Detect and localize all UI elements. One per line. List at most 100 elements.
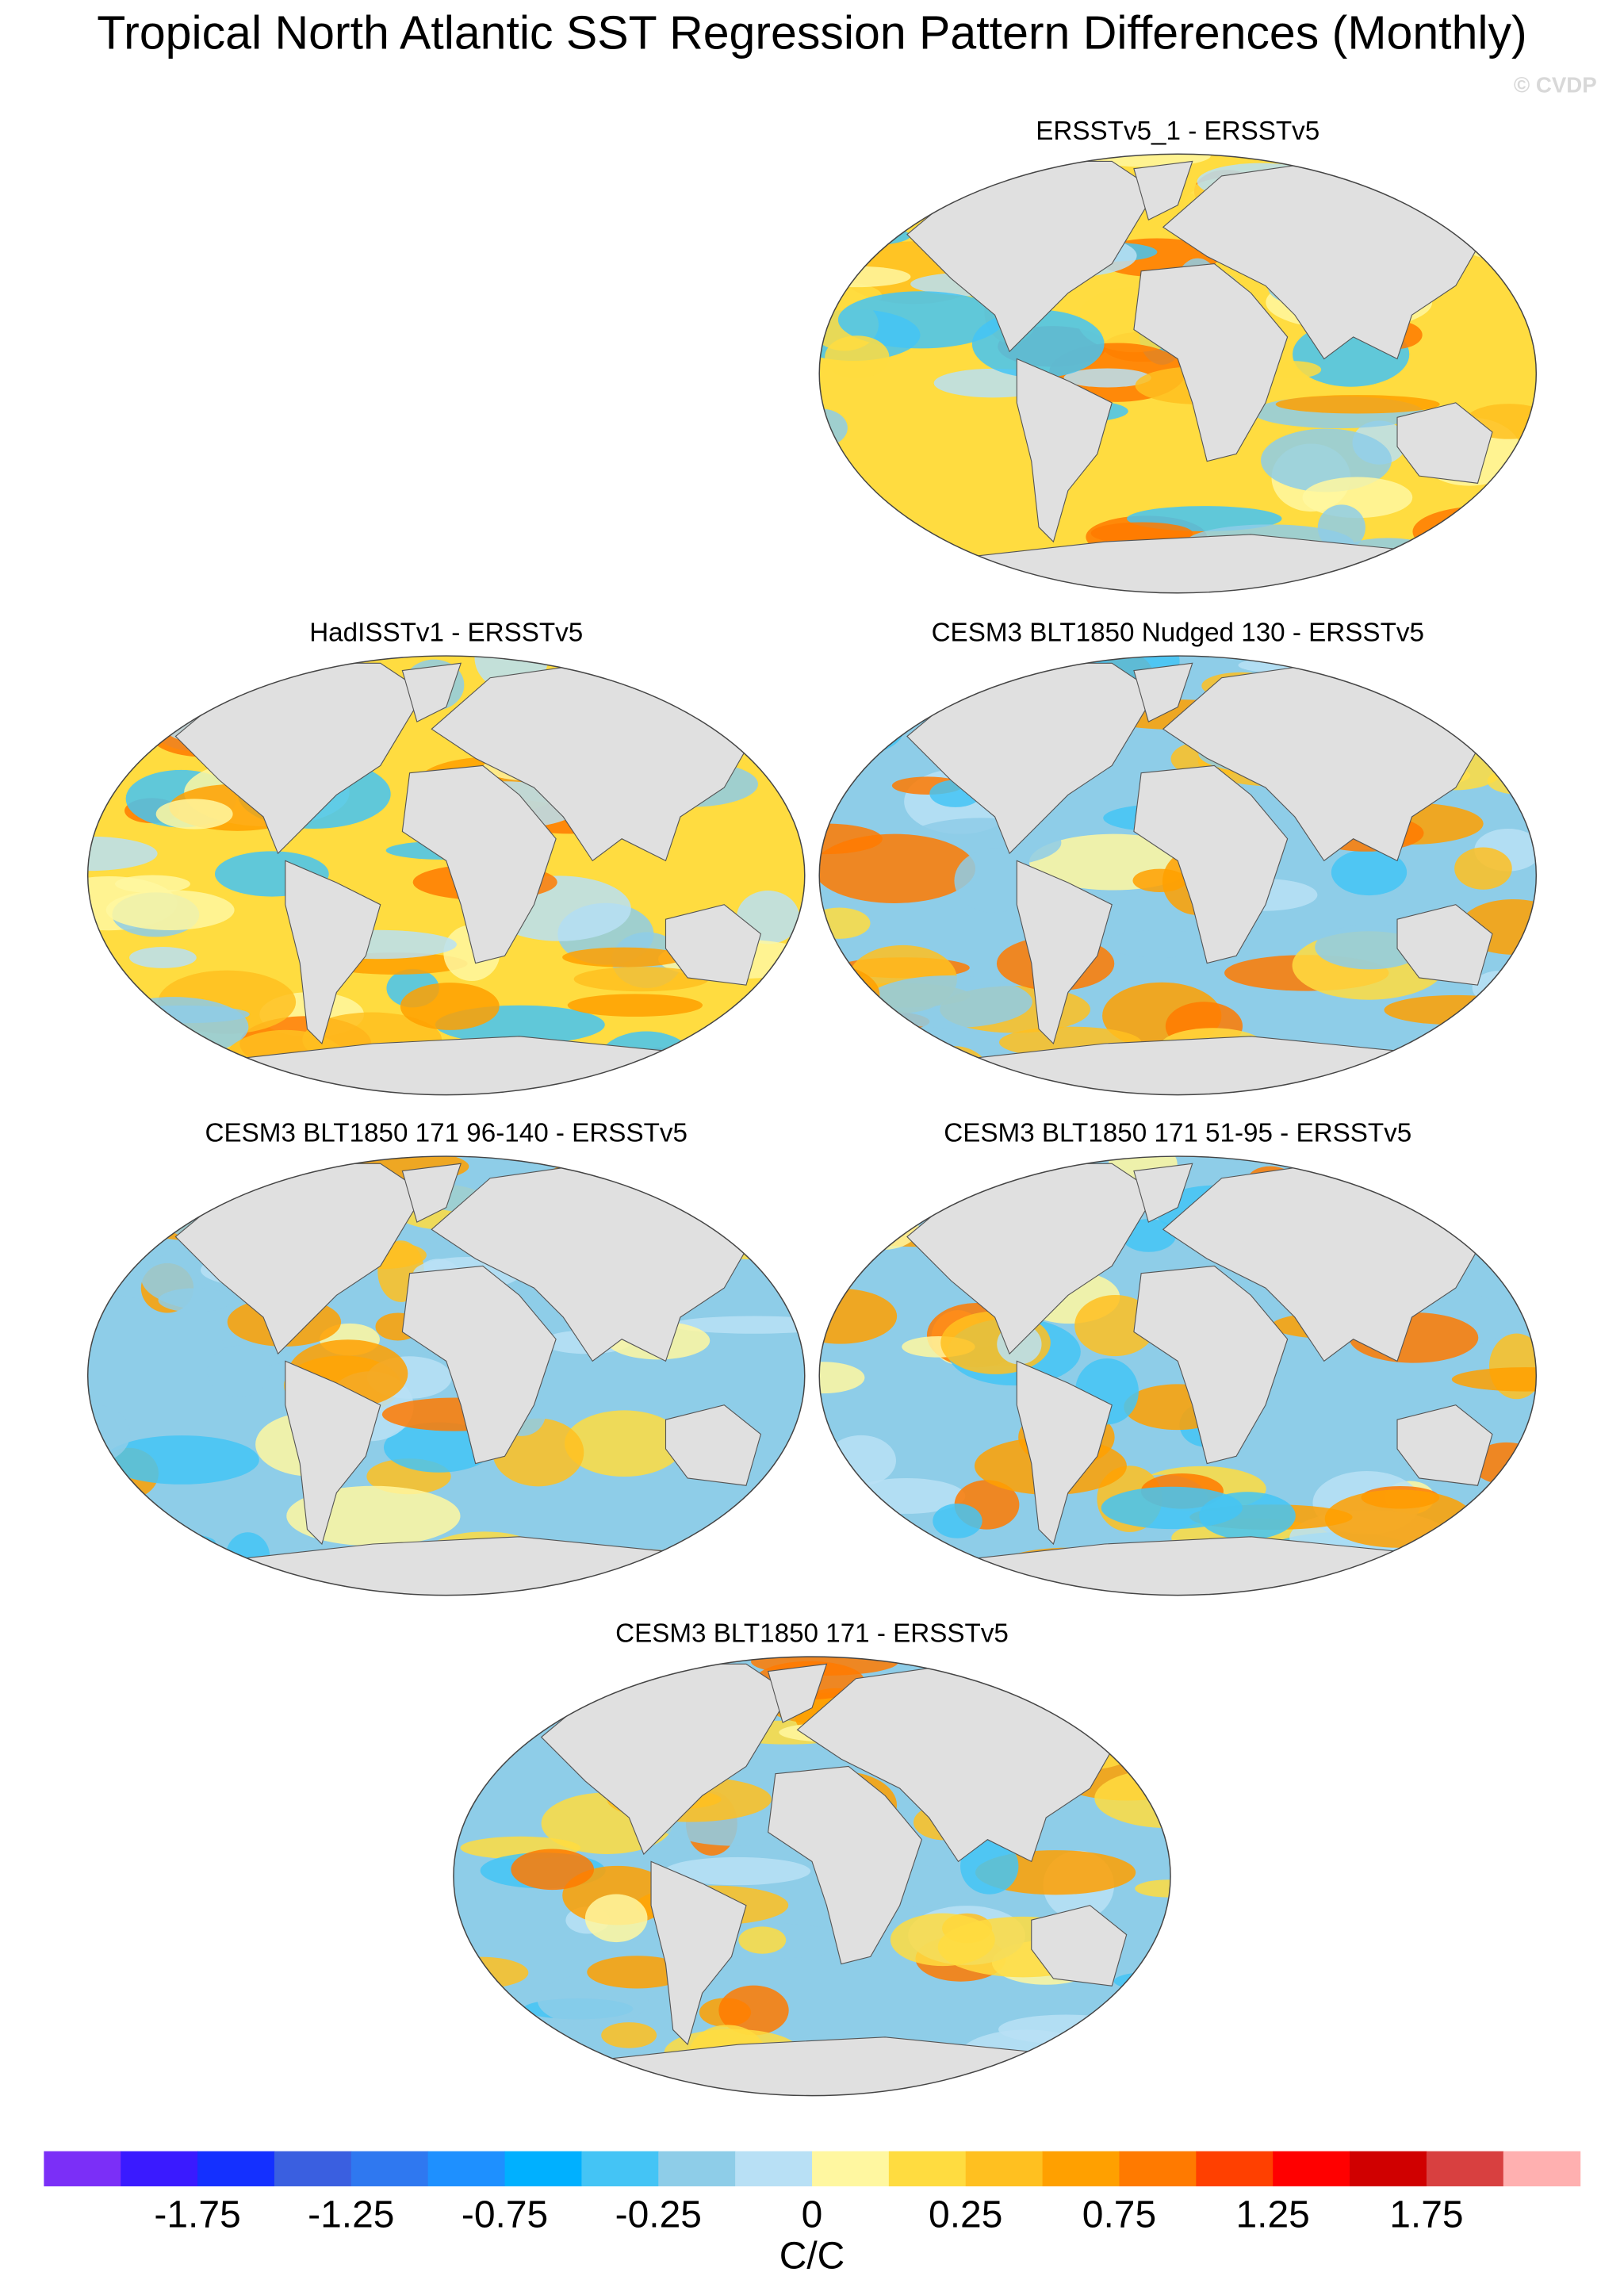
anomaly-patch [155,799,233,829]
colorbar-box [44,2151,121,2186]
anomaly-patch [1110,1990,1166,2046]
watermark: © CVDP [1514,73,1597,98]
anomaly-patch [87,745,128,781]
anomaly-patch [1324,1489,1474,1548]
anomaly-patch [917,1046,992,1095]
map-panel [453,1657,1171,2096]
anomaly-patch [834,1156,921,1184]
map-panel [819,656,1537,1095]
anomaly-patch [819,1002,916,1060]
anomaly-patch [1429,664,1537,726]
anomaly-patch [511,1849,595,1891]
anomaly-patch [819,907,871,939]
anomaly-patch [1060,1703,1162,1729]
anomaly-patch [1451,1367,1537,1392]
colorbar-tick-label: 1.75 [1389,2194,1463,2236]
anomaly-patch [1260,428,1392,492]
anomaly-patch [1082,2017,1171,2063]
colorbar-box [274,2151,352,2186]
anomaly-patch [710,668,783,729]
colorbar-tick-label: -0.75 [462,2194,548,2236]
anomaly-patch [87,1568,170,1596]
anomaly-patch [825,335,890,379]
anomaly-patch [573,967,709,992]
anomaly-patch [825,1030,887,1055]
anomaly-patch [1454,847,1512,890]
anomaly-patch [819,1554,967,1596]
anomaly-patch [587,1956,688,1989]
anomaly-patch [819,1362,865,1394]
map-border [818,655,1538,1096]
anomaly-patch [87,656,136,690]
anomaly-patch [819,519,936,560]
colorbar-tick-label: 0.75 [1082,2194,1156,2236]
anomaly-patch [158,1288,232,1312]
anomaly-patch [1108,1664,1171,1709]
map-border [453,1656,1171,2097]
map-panel [819,1156,1537,1596]
anomaly-patch [1085,154,1211,167]
colorbar-box [1503,2151,1581,2186]
anomaly-patch [819,554,941,579]
panel-title: ERSSTv5_1 - ERSSTv5 [1036,117,1320,146]
anomaly-patch [148,1571,258,1596]
colorbar-tick-label: -1.25 [308,2194,394,2236]
map-border [86,655,806,1096]
anomaly-patch [1135,1879,1171,1898]
panel-title: CESM3 BLT1850 171 96-140 - ERSSTv5 [205,1119,688,1148]
anomaly-patch [865,975,1032,1029]
anomaly-patch [738,1926,787,1954]
anomaly-patch [718,1985,789,2036]
anomaly-patch [954,849,1033,913]
anomaly-patch [1128,2046,1171,2096]
anomaly-patch [87,1163,206,1207]
anomaly-patch [87,656,128,680]
colorbar-box [504,2151,582,2186]
anomaly-patch [453,1956,529,1989]
anomaly-patch [819,656,933,688]
anomaly-patch [998,2014,1134,2044]
colorbar-box [197,2151,275,2186]
anomaly-patch [745,685,805,727]
colorbar-box [658,2151,736,2186]
anomaly-patch [584,1894,648,1943]
anomaly-patch [1487,768,1537,795]
anomaly-patch [601,2022,657,2048]
anomaly-patch [1073,2082,1138,2096]
map-border [818,1155,1538,1596]
anomaly-patch [1275,395,1440,414]
figure-title: Tropical North Atlantic SST Regression P… [97,6,1526,59]
map-border [818,153,1538,594]
colorbar-label: C/C [779,2235,845,2277]
map-panel [87,656,805,1095]
anomaly-patch [207,1345,270,1397]
colorbar-tick-label: 1.25 [1236,2194,1310,2236]
anomaly-patch [819,1038,879,1095]
anomaly-patch [88,1159,182,1205]
colorbar-tick-label: -0.25 [615,2194,702,2236]
colorbar-box [1119,2151,1197,2186]
panel-title: CESM3 BLT1850 Nudged 130 - ERSSTv5 [932,619,1424,648]
anomaly-patch [567,994,703,1017]
anomaly-patch [819,705,903,755]
anomaly-patch [1475,656,1537,696]
anomaly-patch [564,1410,684,1477]
anomaly-patch [1384,994,1530,1025]
colorbar-tick-label: -1.75 [154,2194,240,2236]
colorbar-box [1426,2151,1504,2186]
anomaly-patch [1331,849,1408,896]
anomaly-patch [1407,1156,1537,1182]
anomaly-patch [730,1193,805,1254]
anomaly-patch [87,1529,216,1556]
anomaly-patch [847,1205,919,1251]
anomaly-patch [453,2052,554,2096]
anomaly-patch [819,982,854,1025]
anomaly-patch [933,1504,982,1538]
anomaly-patch [819,408,848,448]
anomaly-patch [1132,868,1187,893]
anomaly-patch [1105,929,1217,958]
anomaly-patch [1464,1206,1537,1241]
anomaly-patch [837,291,1004,349]
colorbar-tick-label: 0.25 [929,2194,1002,2236]
